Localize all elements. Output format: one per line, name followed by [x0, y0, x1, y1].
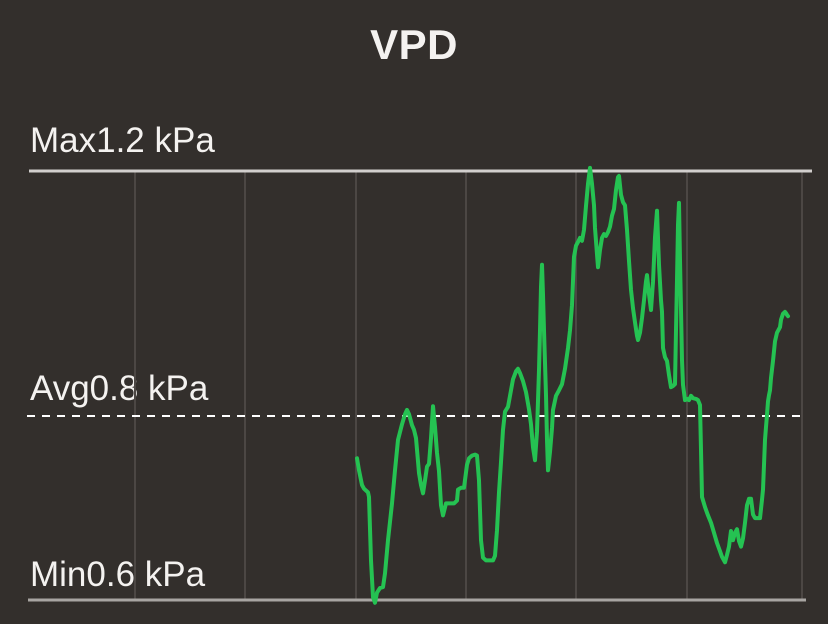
min-reference-label: Min0.6 kPa [30, 555, 206, 594]
max-reference-label: Max1.2 kPa [30, 121, 215, 160]
avg-reference-label: Avg0.8 kPa [30, 369, 209, 408]
chart-title: VPD [370, 21, 458, 68]
vpd-series-line [355, 165, 790, 605]
